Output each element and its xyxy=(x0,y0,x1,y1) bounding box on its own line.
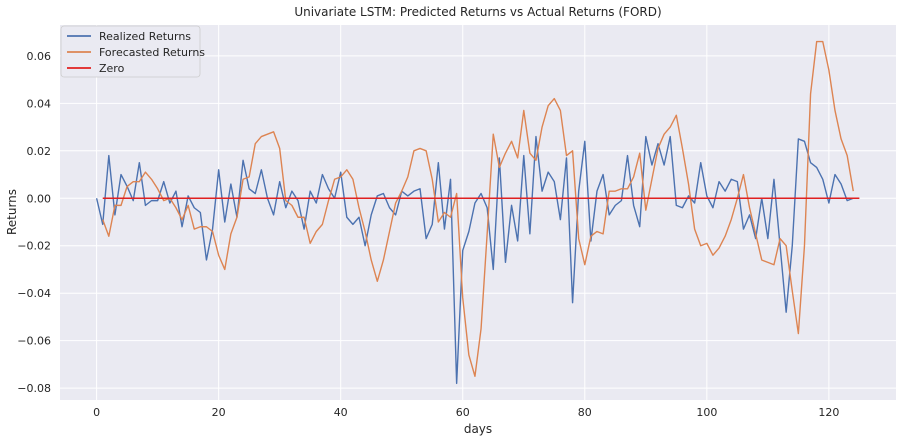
legend-label-realized-returns: Realized Returns xyxy=(99,30,191,43)
x-tick-label: 120 xyxy=(818,406,839,419)
y-tick-label: 0.06 xyxy=(27,50,52,63)
y-tick-label: 0.02 xyxy=(27,145,52,158)
x-tick-label: 100 xyxy=(696,406,717,419)
y-tick-label: −0.08 xyxy=(17,382,51,395)
x-tick-label: 40 xyxy=(334,406,348,419)
x-tick-label: 0 xyxy=(93,406,100,419)
x-tick-label: 60 xyxy=(456,406,470,419)
legend-label-forecasted-returns: Forecasted Returns xyxy=(99,46,205,59)
legend: Realized Returns Forecasted Returns Zero xyxy=(60,25,205,78)
series-line-realized-returns xyxy=(95,135,854,385)
x-tick-label: 20 xyxy=(212,406,226,419)
series-line-forecasted-returns xyxy=(102,40,854,377)
y-tick-label: 0.04 xyxy=(27,97,52,110)
y-tick-label: −0.04 xyxy=(17,287,51,300)
grid-lines xyxy=(60,25,896,400)
tick-labels: 0 20 40 60 80 100 120 −0.08 −0.06 −0.04 −0.02 0.00 0… xyxy=(17,50,839,419)
y-tick-label: −0.02 xyxy=(17,240,51,253)
legend-box xyxy=(60,25,201,78)
series-lines xyxy=(95,40,860,385)
legend-label-zero: Zero xyxy=(99,62,125,75)
chart-title: Univariate LSTM: Predicted Returns vs Ac… xyxy=(294,5,661,19)
y-tick-label: 0.00 xyxy=(27,192,52,205)
x-tick-label: 80 xyxy=(578,406,592,419)
y-tick-label: −0.06 xyxy=(17,335,51,348)
y-axis-title: Returns xyxy=(5,189,19,235)
x-axis-title: days xyxy=(464,422,492,436)
